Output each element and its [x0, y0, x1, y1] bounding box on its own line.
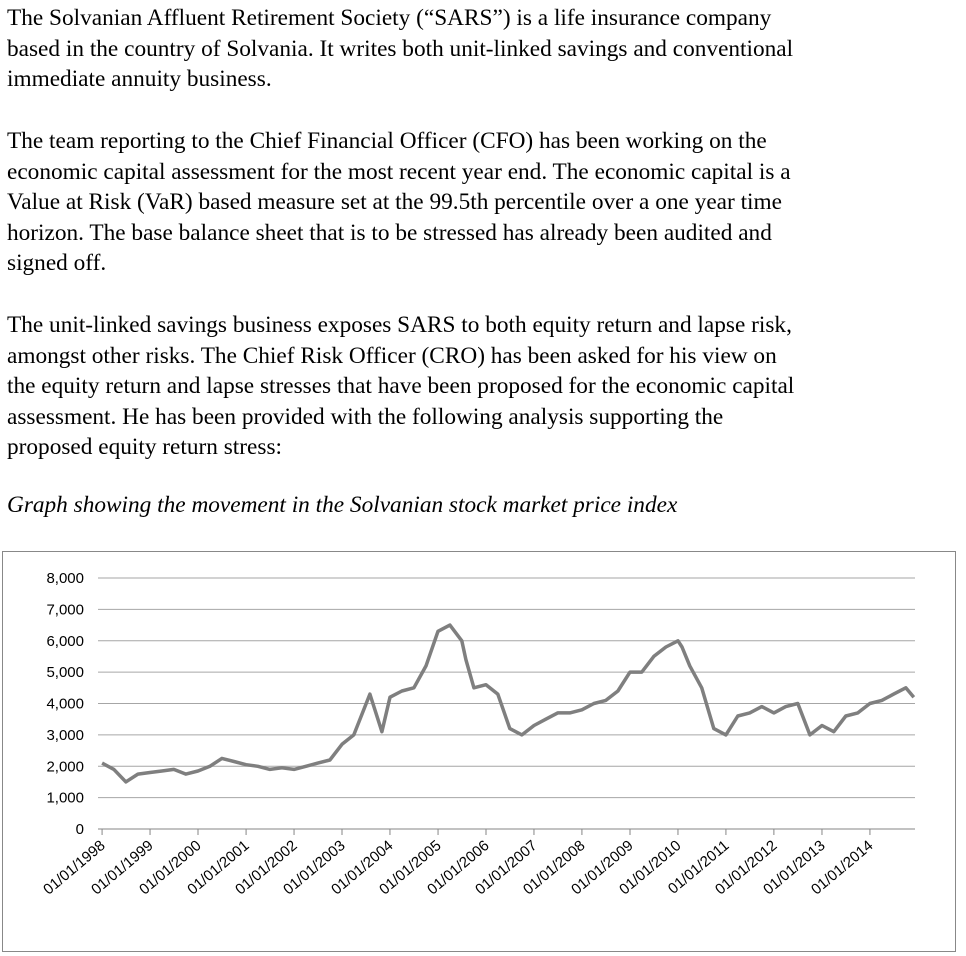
paragraph: The Solvanian Affluent Retirement Societ…	[7, 3, 793, 95]
y-tick-label: 2,000	[46, 758, 84, 775]
y-tick-label: 5,000	[46, 664, 84, 681]
paragraph: The unit-linked savings business exposes…	[7, 310, 794, 463]
text-line: The unit-linked savings business exposes…	[7, 312, 792, 338]
text-line: amongst other risks. The Chief Risk Offi…	[7, 342, 777, 369]
text-line: based in the country of Solvania. It wri…	[7, 35, 794, 62]
y-tick-label: 0	[76, 821, 84, 838]
y-tick-label: 7,000	[46, 601, 84, 618]
text-line: Value at Risk (VaR) based measure set at…	[7, 189, 782, 216]
y-tick-label: 1,000	[46, 790, 84, 807]
y-tick-label: 8,000	[46, 570, 84, 587]
paragraph: The team reporting to the Chief Financia…	[7, 126, 791, 279]
text-line: The Solvanian Affluent Retirement Societ…	[7, 5, 772, 31]
text-line: signed off.	[7, 250, 107, 277]
y-tick-label: 3,000	[46, 727, 84, 744]
text-line: the equity return and lapse stresses tha…	[7, 373, 795, 400]
text-line: assessment. He has been provided with th…	[7, 403, 724, 430]
chart-frame	[2, 551, 956, 952]
y-tick-label: 6,000	[46, 633, 84, 650]
index-line	[101, 623, 916, 784]
text-line: proposed equity return stress:	[7, 434, 282, 461]
text-line: economic capital assessment for the most…	[7, 158, 791, 185]
y-tick-label: 4,000	[46, 696, 84, 713]
text-line: immediate annuity business.	[7, 66, 272, 93]
text-line: The team reporting to the Chief Financia…	[7, 128, 767, 154]
chart-caption: Graph showing the movement in the Solvan…	[7, 492, 678, 518]
text-line: horizon. The base balance sheet that is …	[7, 219, 772, 246]
